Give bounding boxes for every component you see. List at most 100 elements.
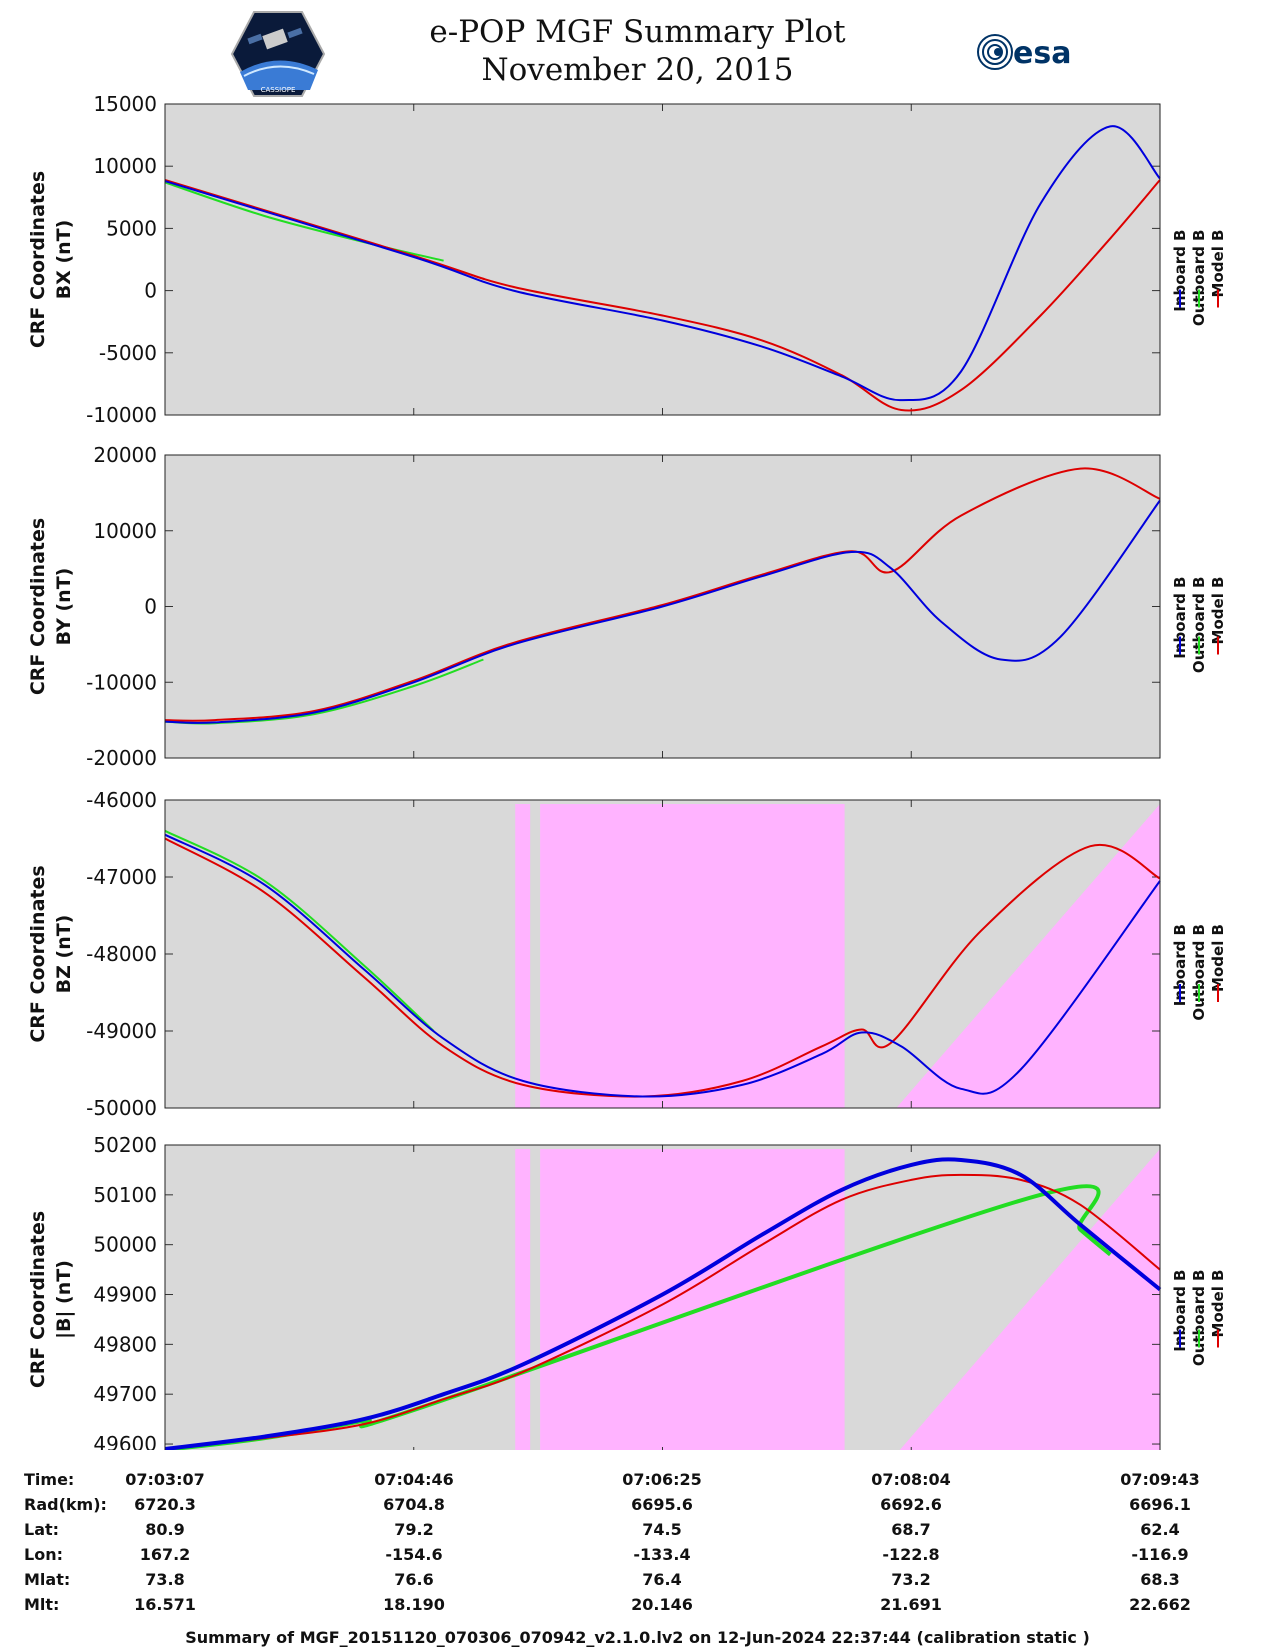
orbit-value: 07:03:07	[125, 1470, 205, 1489]
bx-ytick-label: 0	[144, 279, 157, 303]
by-legend-model-label: Model B	[1209, 577, 1227, 645]
bmag-series-inboard-b	[164, 1157, 1162, 1450]
by-plot-frame	[164, 454, 1161, 759]
orbit-value: -154.6	[385, 1545, 443, 1564]
bx-ytick-label: 15000	[93, 92, 157, 116]
bmag-ytick-label: 49600	[93, 1432, 157, 1450]
orbit-value: 07:08:04	[871, 1470, 951, 1489]
bz-highlight-triangle	[896, 804, 1160, 1108]
orbit-value: 18.190	[383, 1595, 445, 1614]
bmag-ytick-label: 50000	[93, 1233, 157, 1257]
bmag-highlight-band-0	[515, 1149, 531, 1450]
by-ytick-label: -10000	[86, 670, 157, 694]
bmag-ytick-label: 49800	[93, 1332, 157, 1356]
esa-logo: esa	[977, 34, 1071, 71]
by-ylabel-line1: CRF Coordinates	[27, 518, 49, 695]
bz-legend-inboard-label: Inboard B	[1171, 924, 1189, 1006]
orbit-value: 16.571	[134, 1595, 196, 1614]
bz-highlight-band-0	[515, 804, 531, 1108]
bx-series-inboard-b	[164, 125, 1161, 402]
orbit-value: 76.4	[642, 1570, 682, 1589]
orbit-value: 74.5	[642, 1520, 682, 1539]
bmag-highlight-triangle	[899, 1149, 1160, 1450]
orbit-value: 167.2	[139, 1545, 191, 1564]
footer-caption: Summary of MGF_20151120_070306_070942_v2…	[185, 1628, 1090, 1647]
bz-legend-outboard-label: Outboard B	[1190, 924, 1208, 1021]
orbit-value: 07:04:46	[374, 1470, 454, 1489]
orbit-value: 73.2	[891, 1570, 931, 1589]
by-ytick-label: 10000	[93, 519, 157, 543]
by-series-inboard-b	[164, 499, 1161, 724]
orbit-value: -122.8	[882, 1545, 940, 1564]
by-ytick-label: 0	[144, 595, 157, 619]
bmag-series-model-b	[164, 1173, 1161, 1450]
orbit-label: Lon:	[24, 1545, 63, 1564]
bmag-ylabel-line2: |B| (nT)	[53, 1260, 75, 1339]
orbit-value: 6696.1	[1129, 1495, 1191, 1514]
bz-legend-model-label: Model B	[1209, 924, 1227, 992]
bx-legend-outboard-label: Outboard B	[1190, 230, 1208, 327]
orbit-value: 21.691	[880, 1595, 942, 1614]
mission-logo-text: CASSIOPE	[261, 86, 296, 94]
bz-ytick-label: -46000	[86, 788, 157, 812]
orbit-value: -116.9	[1131, 1545, 1189, 1564]
orbit-value: 68.7	[891, 1520, 931, 1539]
bz-series-model-b	[164, 837, 1161, 1098]
bx-ylabel-line2: BX (nT)	[53, 220, 75, 300]
bz-ytick-label: -47000	[86, 865, 157, 889]
bmag-plot-frame	[164, 1144, 1161, 1450]
orbit-value: 6704.8	[383, 1495, 445, 1514]
orbit-value: 73.8	[145, 1570, 185, 1589]
orbit-value: 76.6	[394, 1570, 434, 1589]
orbit-value: -133.4	[633, 1545, 691, 1564]
esa-text: esa	[1013, 36, 1071, 71]
bmag-legend-inboard-label: Inboard B	[1171, 1270, 1189, 1352]
orbit-label: Rad(km):	[24, 1495, 107, 1514]
bx-ytick-label: 10000	[93, 154, 157, 178]
bz-ytick-label: -50000	[86, 1096, 157, 1120]
bz-ytick-label: -48000	[86, 942, 157, 966]
bx-legend-inboard-label: Inboard B	[1171, 230, 1189, 312]
bmag-ytick-label: 50200	[93, 1133, 157, 1157]
orbit-value: 80.9	[145, 1520, 185, 1539]
bx-ytick-label: 5000	[106, 216, 157, 240]
orbit-value: 62.4	[1140, 1520, 1180, 1539]
orbit-value: 6720.3	[134, 1495, 196, 1514]
by-legend-outboard-label: Outboard B	[1190, 577, 1208, 674]
title-line1: e-POP MGF Summary Plot	[429, 14, 846, 50]
bmag-ylabel-line1: CRF Coordinates	[27, 1211, 49, 1388]
orbit-value: 22.662	[1129, 1595, 1191, 1614]
by-series-model-b	[164, 467, 1161, 722]
bmag-ytick-label: 49700	[93, 1382, 157, 1406]
bz-ylabel-line2: BZ (nT)	[53, 915, 75, 994]
by-legend-inboard-label: Inboard B	[1171, 577, 1189, 659]
orbit-label: Lat:	[24, 1520, 60, 1539]
bz-series-inboard-b	[164, 833, 1161, 1098]
bz-ylabel-line1: CRF Coordinates	[27, 865, 49, 1042]
bmag-ytick-label: 50100	[93, 1183, 157, 1207]
orbit-label: Mlat:	[24, 1570, 71, 1589]
cassiope-logo: CASSIOPE	[230, 11, 326, 97]
bz-series-outboard-b	[164, 829, 435, 1032]
by-ylabel-line2: BY (nT)	[53, 568, 75, 646]
orbit-value: 07:06:25	[622, 1470, 702, 1489]
bz-plot-frame	[164, 799, 1161, 1109]
orbit-value: 79.2	[394, 1520, 434, 1539]
title-line2: November 20, 2015	[481, 52, 794, 88]
bmag-ytick-label: 49900	[93, 1283, 157, 1307]
bmag-legend-model-label: Model B	[1209, 1270, 1227, 1338]
bx-legend-model-label: Model B	[1209, 230, 1227, 298]
by-ytick-label: -20000	[86, 746, 157, 770]
bx-series-outboard-b	[164, 181, 444, 262]
bx-plot-frame	[164, 103, 1161, 416]
bmag-highlight-band-1	[540, 1149, 845, 1450]
orbit-value: 68.3	[1140, 1570, 1180, 1589]
bmag-legend-outboard-label: Outboard B	[1190, 1270, 1208, 1367]
bx-ytick-label: -10000	[86, 403, 157, 427]
bx-ylabel-line1: CRF Coordinates	[27, 171, 49, 348]
orbit-value: 6692.6	[880, 1495, 942, 1514]
orbit-label: Mlt:	[24, 1595, 60, 1614]
orbit-value: 07:09:43	[1120, 1470, 1200, 1489]
orbit-value: 20.146	[631, 1595, 693, 1614]
